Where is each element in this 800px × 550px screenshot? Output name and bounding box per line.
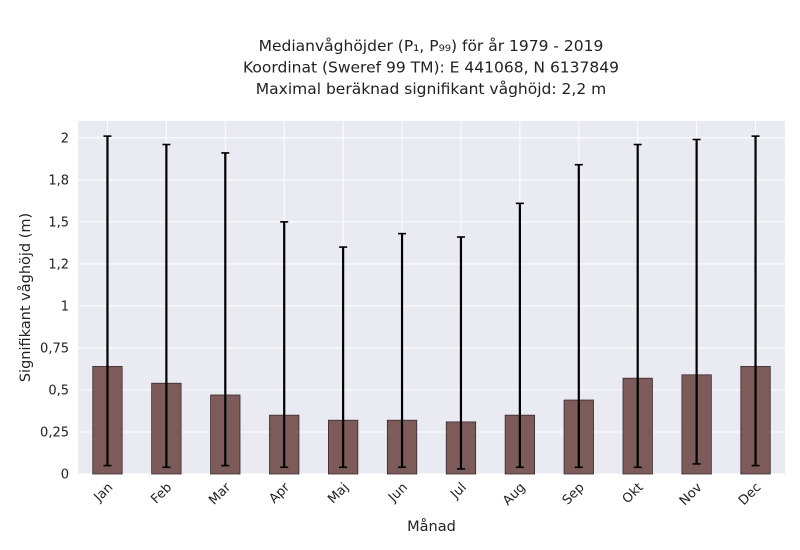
error-bar-feb — [162, 143, 171, 469]
y-tick-label: 1,8 — [48, 173, 69, 188]
chart-title: Medianvåghöjder (P₁, P₉₉) för år 1979 - … — [243, 37, 619, 98]
error-bar-maj — [339, 246, 348, 469]
y-tick-label: 0,5 — [48, 383, 69, 398]
error-bar-okt — [633, 143, 642, 469]
x-axis-ticks: Jan Feb Mar Apr Maj Jun Jul Aug Sep Okt Nov Dec — [91, 480, 765, 509]
x-tick-label: Jun — [385, 480, 411, 506]
x-tick-label: Jul — [447, 480, 469, 502]
y-tick-label: 2 — [61, 131, 69, 146]
error-bar-apr — [280, 221, 289, 469]
error-bars — [103, 135, 760, 470]
plot-area — [78, 121, 785, 474]
y-axis-ticks: 0 0,25 0,5 0,75 1 1,2 1,5 1,8 2 — [40, 131, 69, 482]
y-tick-label: 0,25 — [40, 425, 69, 440]
y-axis-label: Signifikant våghöjd (m) — [17, 213, 34, 382]
error-bar-jan — [103, 135, 112, 467]
error-bar-aug — [515, 202, 524, 469]
x-tick-label: Maj — [325, 480, 352, 507]
error-bar-mar — [221, 152, 230, 467]
x-tick-label: Feb — [148, 480, 175, 507]
title-line-1: Medianvåghöjder (P₁, P₉₉) för år 1979 - … — [259, 37, 604, 55]
y-tick-label: 1,5 — [48, 215, 69, 230]
y-tick-label: 0 — [61, 468, 69, 483]
error-bar-jul — [456, 236, 465, 470]
x-tick-label: Apr — [267, 480, 294, 507]
x-axis-label: Månad — [407, 518, 456, 535]
error-bar-nov — [692, 138, 701, 465]
x-tick-label: Mar — [206, 480, 234, 508]
x-tick-label: Jan — [91, 480, 116, 505]
x-tick-label: Aug — [500, 480, 529, 509]
x-tick-label: Okt — [620, 480, 647, 507]
y-tick-label: 1,2 — [48, 257, 69, 272]
x-tick-label: Sep — [560, 480, 588, 508]
title-line-3: Maximal beräknad signifikant våghöjd: 2,… — [256, 80, 606, 98]
y-tick-label: 0,75 — [40, 341, 69, 356]
error-bar-jun — [398, 232, 407, 469]
x-tick-label: Dec — [736, 480, 764, 508]
y-tick-label: 1 — [61, 299, 69, 314]
x-tick-label: Nov — [677, 480, 706, 509]
title-line-2: Koordinat (Sweref 99 TM): E 441068, N 61… — [243, 59, 619, 77]
error-bar-dec — [751, 135, 760, 467]
error-bar-sep — [574, 163, 583, 469]
